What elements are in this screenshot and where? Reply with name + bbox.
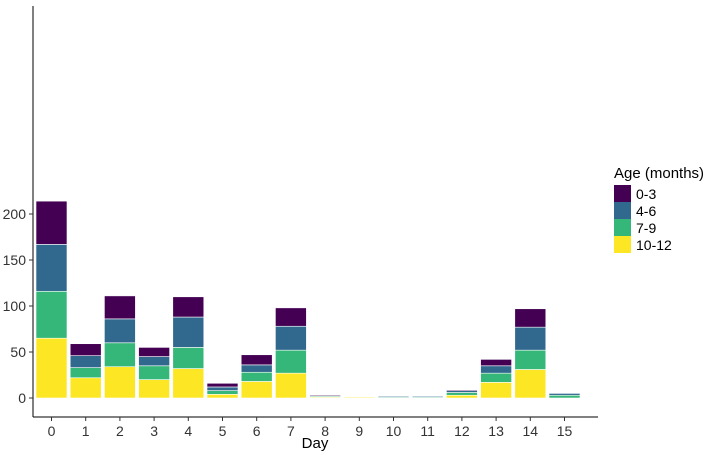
bar-day-14-0-3 [514, 308, 547, 328]
bar-day-3-10-12 [138, 379, 170, 399]
x-tick-label: 14 [523, 423, 539, 439]
x-tick-label: 11 [420, 423, 435, 439]
legend-label-0-3: 0-3 [636, 186, 656, 202]
bar-day-12-0-3 [446, 389, 478, 391]
x-tick-label: 5 [219, 423, 227, 439]
bar-day-5-0-3 [206, 382, 239, 388]
bar-day-7-0-3 [275, 307, 307, 327]
legend-title: Age (months) [614, 165, 704, 182]
bar-day-6-10-12 [240, 381, 273, 399]
bar-day-11-4-6 [411, 395, 444, 398]
bar-day-15-4-6 [548, 393, 581, 396]
bar-day-4-7-9 [172, 347, 205, 369]
legend-key-0-3 [614, 185, 631, 202]
bar-day-6-4-6 [240, 364, 273, 373]
bar-day-2-4-6 [104, 318, 136, 344]
bar-day-3-0-3 [138, 347, 170, 357]
y-tick-label: 150 [3, 252, 27, 268]
legend: Age (months) 0-34-67-910-12 [614, 165, 704, 253]
x-tick-label: 1 [82, 423, 90, 439]
legend-label-10-12: 10-12 [636, 237, 672, 253]
legend-key-4-6 [614, 202, 631, 219]
bars-layer [35, 200, 581, 399]
bar-day-2-0-3 [104, 295, 136, 320]
bar-day-5-7-9 [206, 390, 239, 395]
y-tick-label: 50 [10, 344, 26, 360]
x-tick-label: 10 [386, 423, 402, 439]
bar-day-7-7-9 [275, 349, 307, 374]
bar-day-3-4-6 [138, 356, 170, 367]
x-tick-label: 9 [355, 423, 363, 439]
bar-day-1-10-12 [69, 377, 102, 399]
bar-day-15-7-9 [548, 394, 581, 399]
x-axis-title: Day [302, 435, 329, 452]
bar-day-14-4-6 [514, 326, 547, 351]
bar-day-6-0-3 [240, 354, 273, 366]
bar-day-14-10-12 [514, 369, 547, 399]
x-tick-label: 4 [184, 423, 192, 439]
x-tick-label: 7 [287, 423, 295, 439]
bar-day-1-4-6 [69, 355, 102, 368]
bar-day-7-10-12 [275, 372, 307, 399]
x-tick-label: 2 [116, 423, 124, 439]
bar-day-14-7-9 [514, 349, 547, 370]
bar-day-0-0-3 [35, 200, 68, 245]
y-tick-label: 0 [18, 390, 26, 406]
bar-day-5-10-12 [206, 394, 239, 399]
bar-day-4-4-6 [172, 316, 205, 348]
x-tick-label: 6 [253, 423, 261, 439]
legend-label-7-9: 7-9 [636, 220, 656, 236]
x-tick-label: 12 [454, 423, 470, 439]
bar-day-5-4-6 [206, 386, 239, 391]
bar-day-0-4-6 [35, 244, 68, 292]
bar-day-7-4-6 [275, 325, 307, 351]
x-tick-label: 3 [150, 423, 158, 439]
legend-key-7-9 [614, 219, 631, 236]
legend-key-10-12 [614, 236, 631, 253]
bar-day-9-10-12 [343, 396, 376, 399]
bar-day-10-4-6 [377, 395, 410, 398]
bar-day-13-10-12 [480, 382, 512, 399]
bar-day-4-0-3 [172, 296, 205, 318]
bar-day-6-7-9 [240, 371, 273, 382]
bar-day-13-7-9 [480, 372, 512, 383]
bar-day-12-10-12 [446, 394, 478, 399]
bar-day-8-0-3 [309, 394, 341, 397]
bar-day-1-7-9 [69, 367, 102, 379]
x-tick-label: 15 [557, 423, 573, 439]
bar-day-0-10-12 [35, 337, 68, 399]
bar-day-13-4-6 [480, 365, 512, 374]
bar-day-3-7-9 [138, 365, 170, 380]
x-tick-label: 13 [488, 423, 504, 439]
legend-label-4-6: 4-6 [636, 203, 656, 219]
bar-day-12-7-9 [446, 392, 478, 396]
y-tick-label: 100 [3, 298, 27, 314]
x-tick-label: 8 [321, 423, 329, 439]
bar-day-13-0-3 [480, 359, 512, 367]
bar-day-4-10-12 [172, 368, 205, 399]
bar-day-1-0-3 [69, 343, 102, 356]
bar-day-2-7-9 [104, 342, 136, 368]
bar-day-2-10-12 [104, 366, 136, 399]
bar-day-0-7-9 [35, 290, 68, 339]
x-tick-label: 0 [48, 423, 56, 439]
y-tick-label: 200 [3, 206, 27, 222]
